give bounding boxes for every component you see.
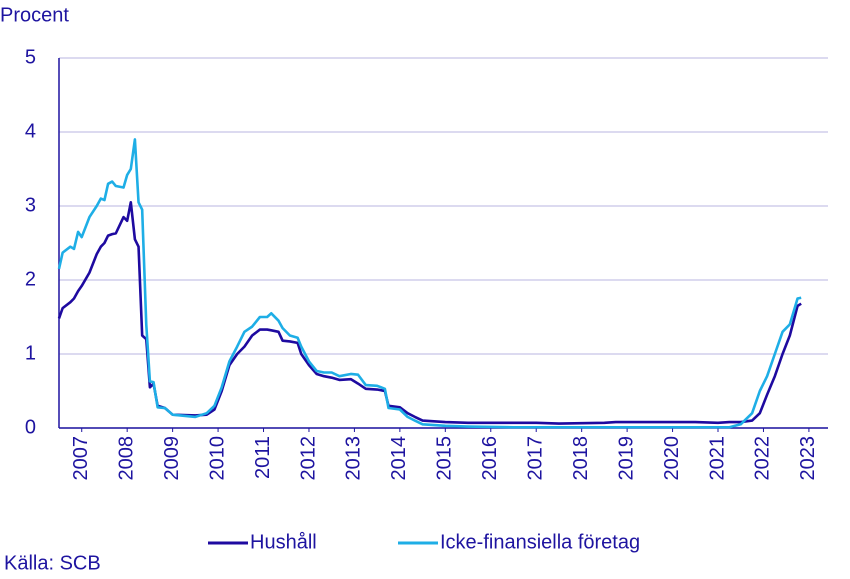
x-tick-label: 2022 bbox=[752, 436, 774, 481]
legend-label: Icke-finansiella företag bbox=[440, 531, 640, 553]
x-tick-label: 2021 bbox=[706, 436, 728, 481]
x-tick-label: 2019 bbox=[615, 436, 637, 481]
y-tick-label: 1 bbox=[25, 342, 36, 364]
x-tick-label: 2011 bbox=[252, 436, 274, 479]
x-tick-label: 2015 bbox=[434, 436, 456, 481]
source: Källa: SCB bbox=[4, 552, 101, 574]
y-tick-label: 2 bbox=[25, 268, 36, 290]
line-series bbox=[57, 201, 802, 425]
x-tick-label: 2023 bbox=[797, 436, 819, 481]
x-tick-label: 2013 bbox=[343, 436, 365, 481]
x-tick-label: 2020 bbox=[661, 436, 683, 481]
x-tick-label: 2010 bbox=[206, 436, 228, 481]
y-tick-label: 0 bbox=[25, 416, 36, 438]
y-tick-label: 5 bbox=[25, 46, 36, 68]
y-tick-label: 3 bbox=[25, 194, 36, 216]
line-series bbox=[57, 138, 802, 429]
x-tick-label: 2014 bbox=[388, 436, 410, 481]
x-tick-label: 2017 bbox=[524, 436, 546, 481]
legend-label: Hushåll bbox=[250, 531, 317, 553]
x-tick-label: 2018 bbox=[570, 436, 592, 481]
y-tick-label: 4 bbox=[25, 120, 36, 142]
x-tick-label: 2016 bbox=[479, 436, 501, 481]
x-tick-label: 2012 bbox=[297, 436, 319, 481]
x-tick-label: 2009 bbox=[161, 436, 183, 481]
y-axis-label: Procent bbox=[0, 4, 69, 26]
x-tick-label: 2008 bbox=[115, 436, 137, 481]
x-tick-label: 2007 bbox=[70, 436, 92, 481]
